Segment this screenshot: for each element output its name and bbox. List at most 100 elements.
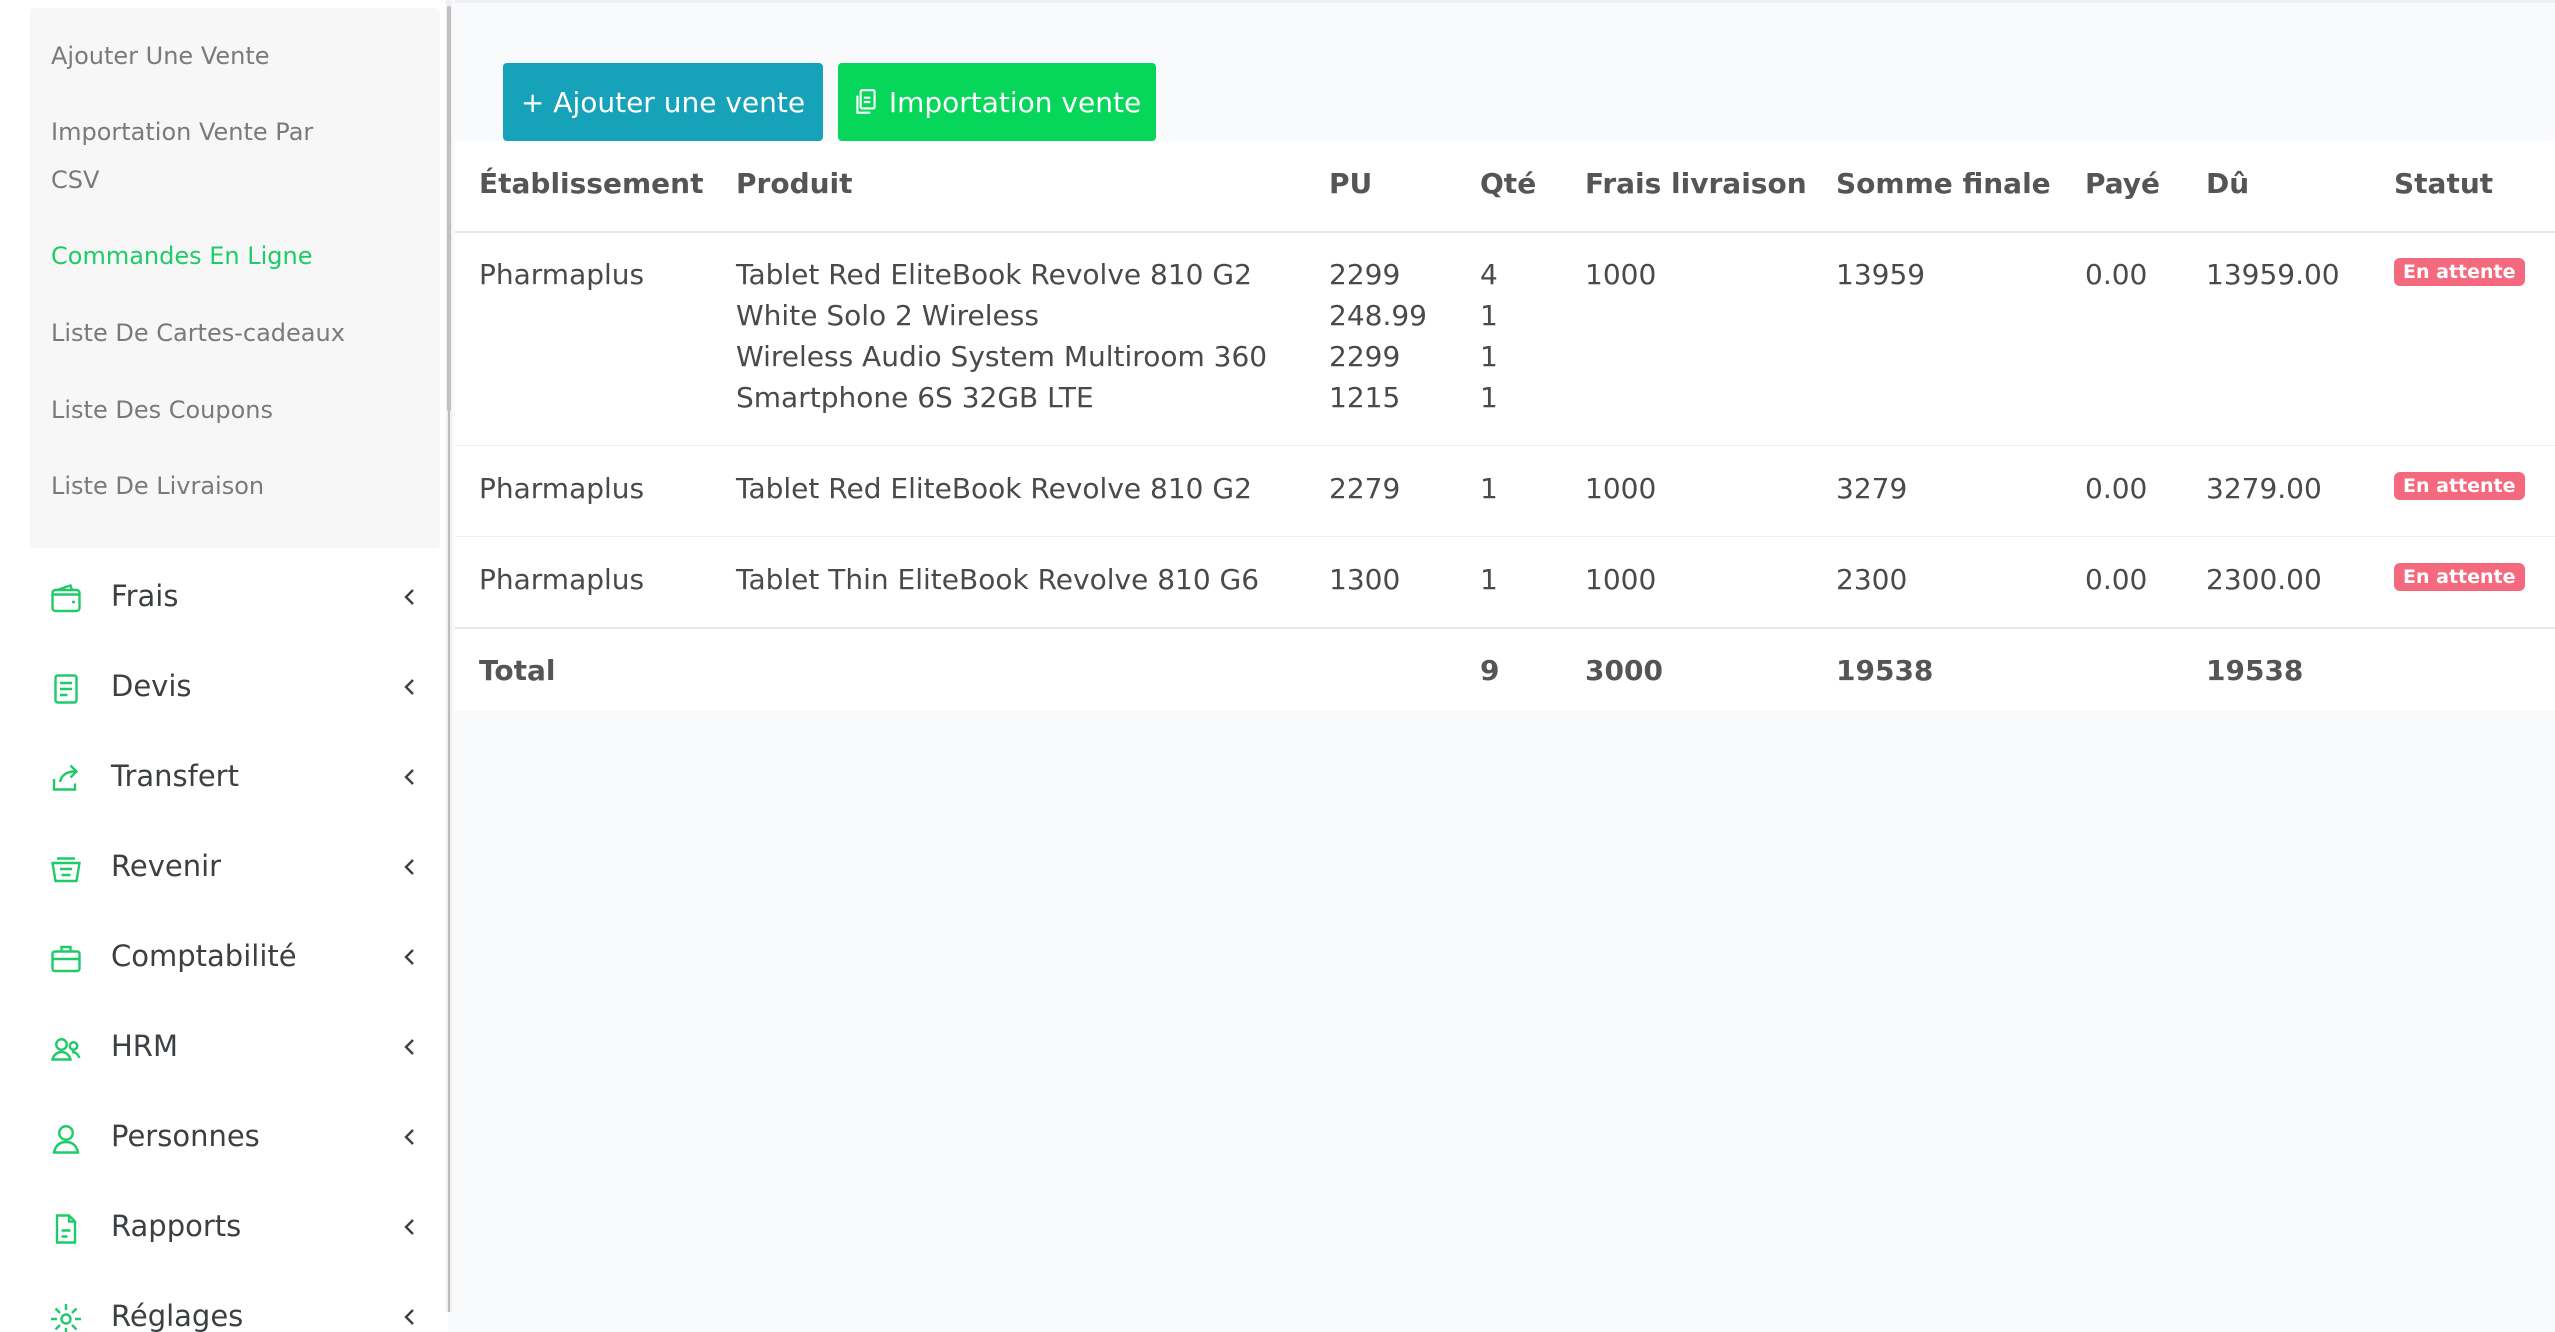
chevron-left-icon: [404, 1219, 414, 1235]
cell-paye: 0.00: [2085, 563, 2148, 596]
status-badge: En attente: [2394, 472, 2525, 500]
header-produit[interactable]: Produit: [736, 167, 853, 200]
cell-du: 13959.00: [2206, 258, 2340, 291]
header-somme-finale[interactable]: Somme finale: [1836, 167, 2051, 200]
cell-du: 2300.00: [2206, 563, 2322, 596]
cell-produit: White Solo 2 Wireless: [736, 299, 1039, 332]
total-label: Total: [479, 654, 556, 687]
cell-paye: 0.00: [2085, 258, 2148, 291]
sidebar-item-label: Revenir: [111, 849, 222, 883]
submenu-item-import-csv-line1: Importation Vente Par: [51, 118, 314, 146]
sidebar-item-devis[interactable]: Devis: [0, 651, 448, 731]
total-somme-finale: 19538: [1836, 654, 1934, 687]
cell-qte: 1: [1480, 563, 1498, 596]
import-sale-button-label: Importation vente: [888, 85, 1142, 119]
chevron-left-icon: [404, 589, 414, 605]
add-sale-button[interactable]: + Ajouter une vente: [503, 63, 823, 141]
cell-etablissement: Pharmaplus: [479, 563, 645, 596]
sidebar-item-personnes[interactable]: Personnes: [0, 1101, 448, 1181]
total-frais-livraison: 3000: [1585, 654, 1663, 687]
total-du: 19538: [2206, 654, 2304, 687]
cell-pu: 248.99: [1329, 299, 1427, 332]
cell-pu: 2299: [1329, 258, 1401, 291]
cell-somme-finale: 3279: [1836, 472, 1908, 505]
sidebar-item-transfert[interactable]: Transfert: [0, 741, 448, 821]
row-divider: [455, 536, 2555, 537]
submenu-item-delivery[interactable]: Liste De Livraison: [51, 472, 265, 500]
submenu-item-coupons[interactable]: Liste Des Coupons: [51, 396, 274, 424]
sidebar: Ajouter Une Vente Importation Vente Par …: [0, 0, 448, 1332]
import-sale-button[interactable]: Importation vente: [838, 63, 1156, 141]
share-icon: [52, 764, 79, 791]
cell-qte: 1: [1480, 340, 1498, 373]
copy-icon: [856, 89, 876, 114]
sidebar-item-revenir[interactable]: Revenir: [0, 831, 448, 911]
chevron-left-icon: [404, 1129, 414, 1145]
total-qte: 9: [1480, 654, 1500, 687]
sales-submenu: [30, 8, 440, 548]
header-statut[interactable]: Statut: [2394, 167, 2494, 200]
status-badge: En attente: [2394, 563, 2525, 591]
header-qte[interactable]: Qté: [1480, 167, 1537, 200]
sidebar-item-rapports[interactable]: Rapports: [0, 1191, 448, 1271]
chevron-left-icon: [404, 769, 414, 785]
cell-produit: Tablet Red EliteBook Revolve 810 G2: [736, 258, 1252, 291]
sidebar-item-label: Comptabilité: [111, 939, 297, 973]
cell-produit: Tablet Red EliteBook Revolve 810 G2: [736, 472, 1252, 505]
user-icon: [52, 1125, 80, 1154]
header-divider: [455, 231, 2555, 233]
cell-somme-finale: 13959: [1836, 258, 1926, 291]
cell-produit: Wireless Audio System Multiroom 360: [736, 340, 1268, 373]
submenu-item-online-orders[interactable]: Commandes En Ligne: [51, 242, 313, 270]
header-pu[interactable]: PU: [1329, 167, 1373, 200]
add-sale-button-label: + Ajouter une vente: [520, 85, 806, 119]
gear-icon: [51, 1304, 81, 1332]
cell-produit: Tablet Thin EliteBook Revolve 810 G6: [736, 563, 1260, 596]
wallet-icon: [51, 583, 81, 613]
submenu-item-import-csv[interactable]: Importation Vente Par CSV: [51, 108, 313, 204]
header-paye[interactable]: Payé: [2085, 167, 2161, 200]
cell-pu: 2299: [1329, 340, 1401, 373]
cell-etablissement: Pharmaplus: [479, 258, 645, 291]
header-etablissement[interactable]: Établissement: [479, 167, 704, 200]
header-frais-livraison[interactable]: Frais livraison: [1585, 167, 1807, 200]
briefcase-icon: [51, 945, 81, 973]
sidebar-item-label: Devis: [111, 669, 192, 703]
cell-qte: 1: [1480, 472, 1498, 505]
cell-du: 3279.00: [2206, 472, 2322, 505]
sidebar-item-reglages[interactable]: Réglages: [0, 1281, 448, 1332]
sidebar-scrollbar-thumb[interactable]: [447, 6, 451, 411]
basket-icon: [51, 857, 81, 883]
sidebar-item-label: Transfert: [111, 759, 239, 793]
cell-somme-finale: 2300: [1836, 563, 1908, 596]
chevron-left-icon: [404, 679, 414, 695]
cell-paye: 0.00: [2085, 472, 2148, 505]
row-divider: [455, 445, 2555, 446]
chevron-left-icon: [404, 859, 414, 875]
sidebar-item-label: Réglages: [111, 1299, 244, 1332]
chevron-left-icon: [404, 949, 414, 965]
cell-qte: 1: [1480, 381, 1498, 414]
sidebar-item-label: Rapports: [111, 1209, 242, 1243]
chevron-left-icon: [404, 1039, 414, 1055]
sidebar-item-label: Personnes: [111, 1119, 260, 1153]
sidebar-item-label: Frais: [111, 579, 179, 613]
sidebar-item-hrm[interactable]: HRM: [0, 1011, 448, 1091]
submenu-item-import-csv-line2: CSV: [51, 166, 100, 194]
submenu-item-add-sale[interactable]: Ajouter Une Vente: [51, 42, 270, 70]
chevron-left-icon: [404, 1309, 414, 1325]
sidebar-item-comptabilite[interactable]: Comptabilité: [0, 921, 448, 1001]
cell-qte: 4: [1480, 258, 1498, 291]
submenu-item-gift-cards[interactable]: Liste De Cartes-cadeaux: [51, 319, 345, 347]
cell-qte: 1: [1480, 299, 1498, 332]
sales-table: Établissement Produit PU Qté Frais livra…: [455, 141, 2555, 711]
sidebar-item-label: HRM: [111, 1029, 178, 1063]
sidebar-item-frais[interactable]: Frais: [0, 561, 448, 641]
cell-frais-livraison: 1000: [1585, 563, 1657, 596]
document-icon: [54, 674, 78, 704]
top-border: [455, 0, 2555, 3]
cell-frais-livraison: 1000: [1585, 258, 1657, 291]
users-icon: [50, 1038, 81, 1061]
header-du[interactable]: Dû: [2206, 167, 2250, 200]
cell-etablissement: Pharmaplus: [479, 472, 645, 505]
